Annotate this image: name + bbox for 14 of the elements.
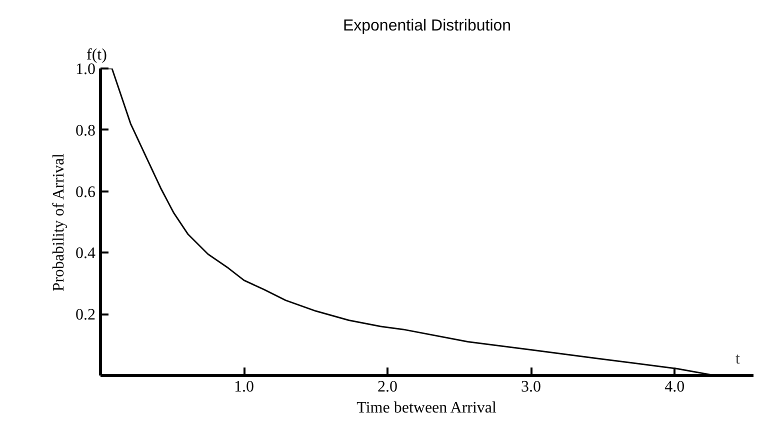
text: f(t) <box>86 46 107 64</box>
annotation: t <box>736 350 740 368</box>
x-tick-label: 2.0 <box>378 378 398 396</box>
y-axis-title: Probability of Arrival <box>50 153 68 292</box>
x-tick-label: 3.0 <box>521 378 542 396</box>
x-axis-title: Time between Arrival <box>356 400 498 416</box>
x-tick-label: 1.0 <box>234 378 254 396</box>
y-tick-label: 0.4 <box>76 245 96 262</box>
y-tick-label: 1.0 <box>76 61 96 78</box>
chart-title: Exponential Distribution <box>342 18 512 34</box>
x-tick-label: 4.0 <box>664 378 685 396</box>
y-tick-label: 0.2 <box>76 306 96 324</box>
y-tick-label: 0.8 <box>76 122 96 140</box>
y-tick-label: 0.6 <box>76 184 96 201</box>
